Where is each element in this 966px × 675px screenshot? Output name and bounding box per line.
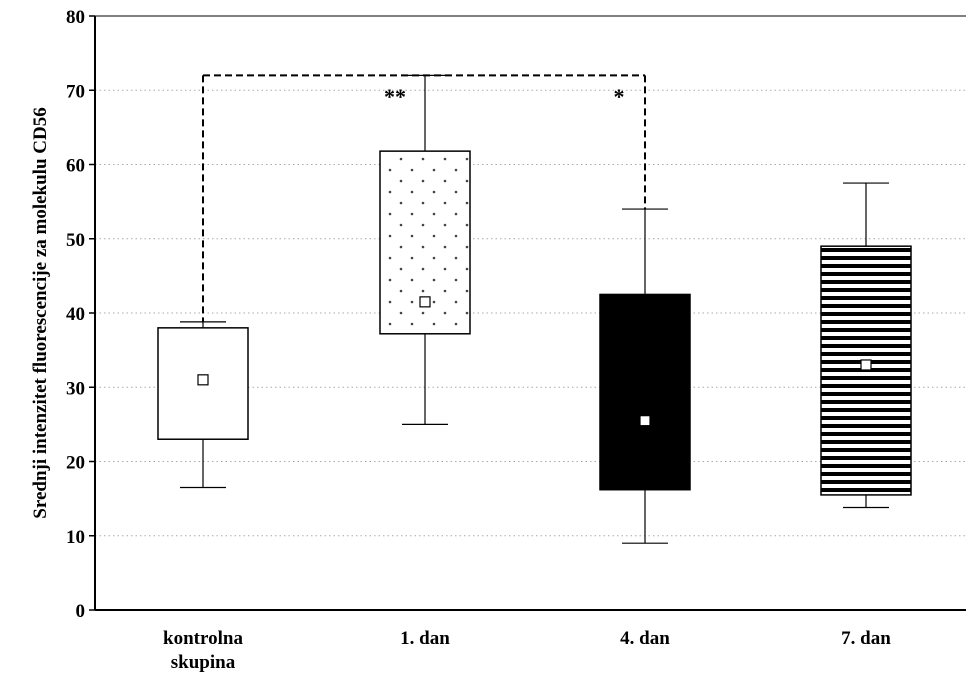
- y-tick-label: 0: [76, 601, 86, 622]
- x-category-label: 1. dan: [400, 628, 450, 649]
- y-tick-label: 10: [66, 527, 85, 548]
- y-tick-label: 30: [66, 378, 85, 399]
- iqr-box: [599, 293, 691, 491]
- significance-label: *: [614, 84, 625, 109]
- median-marker: [860, 359, 872, 371]
- axes: [89, 15, 966, 611]
- x-category-label: 7. dan: [841, 628, 891, 649]
- box-3: [820, 182, 912, 509]
- significance-label: **: [384, 84, 406, 109]
- labels: 0 10 20 30 40 50 60 70 80 Srednji intenzitet fluo…: [30, 7, 891, 673]
- median-marker: [639, 415, 651, 427]
- y-tick-label: 80: [66, 7, 85, 28]
- x-category-label-line2: skupina: [171, 652, 236, 673]
- x-category-label: kontrolna: [163, 628, 243, 649]
- median-marker: [419, 296, 431, 308]
- y-tick-label: 60: [66, 156, 85, 177]
- y-axis-title: Srednji intenzitet fluorescencije za mol…: [30, 107, 51, 518]
- box-0: [157, 321, 249, 489]
- box-series: [157, 74, 912, 544]
- box-1: [379, 74, 471, 425]
- y-tick-label: 40: [66, 304, 85, 325]
- y-tick-label: 20: [66, 453, 85, 474]
- x-category-label: 4. dan: [620, 628, 670, 649]
- y-tick-label: 70: [66, 81, 85, 102]
- median-marker: [197, 374, 209, 386]
- box-2: [599, 208, 691, 544]
- y-tick-label: 50: [66, 230, 85, 251]
